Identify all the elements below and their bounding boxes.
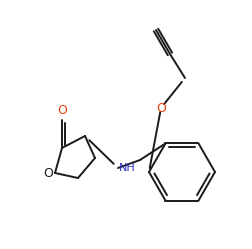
Text: O: O [57, 104, 67, 117]
Text: O: O [155, 102, 165, 115]
Text: NH: NH [118, 163, 135, 173]
Text: O: O [43, 167, 53, 180]
